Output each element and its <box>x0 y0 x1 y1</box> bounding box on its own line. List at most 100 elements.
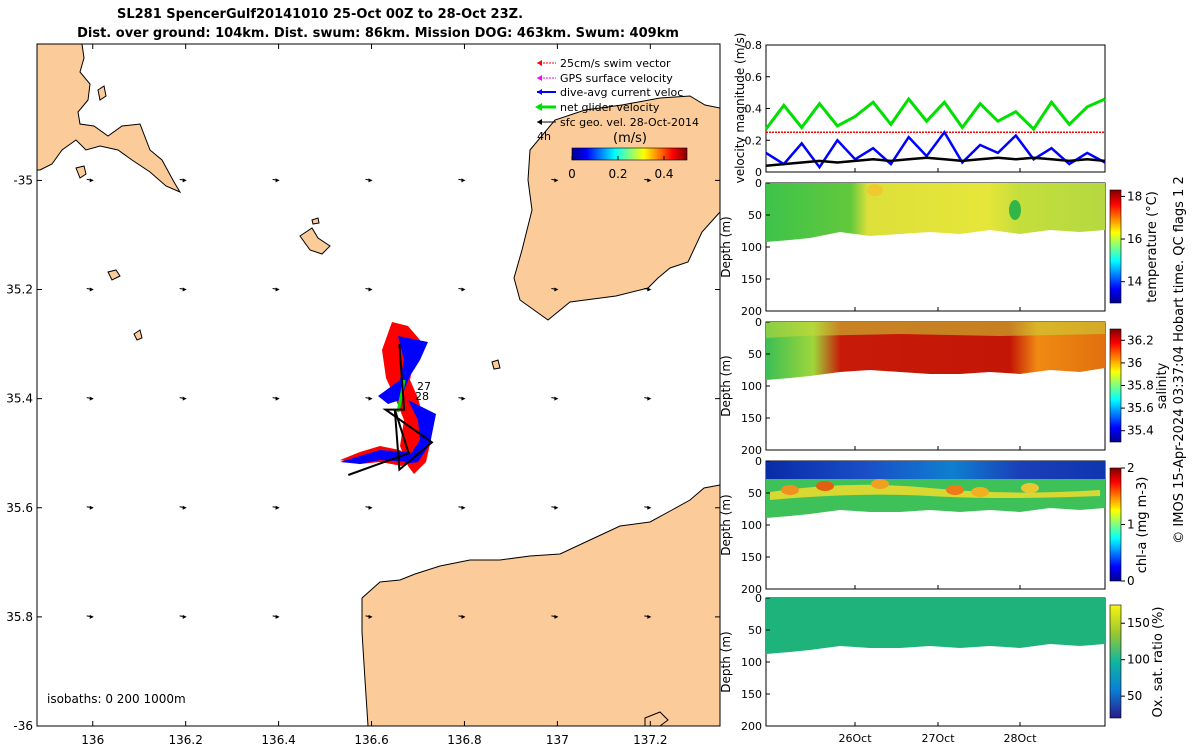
colorbar-ticks: 14 16 18 35.4 35.6 35.8 36 36.2 0 1 2 50 100 150 <box>1121 189 1154 703</box>
geo-arrow-head <box>89 396 94 401</box>
geo-arrow-7 <box>86 287 94 292</box>
figure-title: SL281 SpencerGulf20141010 25-Oct 00Z to … <box>117 7 523 22</box>
depth-tick-label-0-3: 150 <box>741 273 762 286</box>
geo-arrow-1 <box>179 178 187 183</box>
depth-tick-label-2-2: 100 <box>741 519 762 532</box>
depth-tick-label-0-0: 0 <box>755 177 762 190</box>
geo-arrow-head <box>647 505 652 510</box>
cb-tick-label-0-0: 14 <box>1127 275 1142 289</box>
geo-arrow-27 <box>644 505 652 510</box>
oxygen-panel: Depth (m) Ox. sat. ratio (%) <box>719 597 1166 727</box>
depth-tick-label-1-1: 50 <box>748 348 762 361</box>
geo-arrow-head <box>89 614 94 619</box>
geo-arrow-head <box>554 396 559 401</box>
island-4 <box>133 329 143 341</box>
geo-arrow-20 <box>644 396 652 401</box>
legend-entry-dive: dive-avg current veloc <box>560 86 683 99</box>
legend-arrow-geo <box>537 119 542 125</box>
geo-arrow-head <box>368 287 373 292</box>
geo-arrow-head <box>275 396 280 401</box>
island-3 <box>75 165 87 179</box>
chlorophyll-cb-label: chl-a (mg m-3) <box>1135 477 1150 574</box>
chl-spot-5 <box>1021 483 1039 493</box>
depth-tick-label-1-3: 150 <box>741 412 762 425</box>
velocity-tick-label-3: 0.6 <box>745 71 763 84</box>
velocity-tick-label-4: 0.8 <box>745 39 763 52</box>
salinity-colorbar <box>1109 328 1122 443</box>
depth-tick-label-0-1: 50 <box>748 209 762 222</box>
figure-subtitle: Dist. over ground: 104km. Dist. swum: 86… <box>77 26 679 41</box>
salinity-cb-label: salinity <box>1155 362 1170 409</box>
cb-tick-label-2-0: 0 <box>1127 574 1135 588</box>
legend-arrow-swim <box>537 60 542 66</box>
map-x-tick-label-6: 137.2 <box>633 733 667 747</box>
temperature-warm-patch <box>867 184 883 196</box>
cb-tick-label-3-1: 100 <box>1127 653 1150 667</box>
geo-arrow-15 <box>179 396 187 401</box>
velocity-panel: 0 0.2 0.4 0.6 0.8 velocity magnitude (m/s) <box>733 33 1106 183</box>
island-1 <box>299 227 331 255</box>
cb-tick-label-3-0: 50 <box>1127 689 1142 703</box>
depth-tick-label-1-2: 100 <box>741 380 762 393</box>
depth-tick-label-3-0: 0 <box>755 592 762 605</box>
geo-arrow-17 <box>365 396 373 401</box>
map-legend: 25cm/s swim vector GPS surface velocity … <box>535 57 699 181</box>
map-x-tick-label-3: 136.6 <box>354 733 388 747</box>
geostrophic-arrows <box>86 178 652 619</box>
temperature-field <box>766 183 1105 242</box>
geo-arrow-head <box>554 614 559 619</box>
map-colorbar-ticks: 0 0.2 0.4 <box>568 156 674 181</box>
geo-arrow-19 <box>551 396 559 401</box>
dive-avg-currents <box>378 336 428 404</box>
geo-arrow-head <box>275 505 280 510</box>
geo-arrow-25 <box>458 505 466 510</box>
geo-arrow-10 <box>365 287 373 292</box>
map-x-tick-label-4: 136.8 <box>447 733 481 747</box>
map-cb-tick-label-1: 0.2 <box>608 167 627 181</box>
map-y-tick-label-0: -35 <box>13 173 33 187</box>
island-2 <box>107 269 121 281</box>
velocity-y-ticks: 0 0.2 0.4 0.6 0.8 <box>745 39 770 179</box>
depth-tick-label-0-4: 200 <box>741 305 762 318</box>
chlorophyll-ylabel: Depth (m) <box>719 494 733 555</box>
map-x-tick-label-5: 137 <box>546 733 569 747</box>
geo-arrow-5 <box>551 178 559 183</box>
depth-tick-label-1-0: 0 <box>755 316 762 329</box>
map-cb-tick-label-2: 0.4 <box>654 167 673 181</box>
legend-entry-net: net glider velocity <box>560 101 660 114</box>
geo-arrow-21 <box>86 505 94 510</box>
geo-arrow-31 <box>365 614 373 619</box>
legend-entry-geo: sfc geo. vel. 28-Oct-2014 <box>560 116 699 129</box>
velocity-series <box>764 96 1106 170</box>
legend-entry-gps: GPS surface velocity <box>560 72 673 85</box>
geo-arrow-head <box>368 505 373 510</box>
geo-arrow-12 <box>551 287 559 292</box>
legend-arrow-gps <box>537 75 542 81</box>
geo-arrow-23 <box>272 505 280 510</box>
geo-arrow-26 <box>551 505 559 510</box>
map-y-tick-label-4: 35.8 <box>6 610 33 624</box>
map-x-tick-label-0: 136 <box>81 733 104 747</box>
salinity-surface-band <box>766 322 1105 338</box>
oxygen-ylabel: Depth (m) <box>719 631 733 692</box>
geo-arrow-3 <box>365 178 373 183</box>
depth-tick-label-1-4: 200 <box>741 444 762 457</box>
swim-vectors <box>382 322 430 474</box>
geo-arrow-head <box>461 396 466 401</box>
glider-track: 27 28 <box>340 322 436 476</box>
chl-spot-3 <box>946 485 964 495</box>
geo-arrow-head <box>89 287 94 292</box>
geo-arrow-head <box>554 505 559 510</box>
depth-tick-label-3-2: 100 <box>741 656 762 669</box>
geo-arrow-head <box>647 396 652 401</box>
map-x-tick-label-1: 136.2 <box>169 733 203 747</box>
cb-tick-label-1-2: 35.8 <box>1127 379 1154 393</box>
geo-arrow-head <box>368 396 373 401</box>
map-frame <box>36 43 721 727</box>
track-label-28: 28 <box>415 390 429 403</box>
map-y-tick-label-3: 35.6 <box>6 501 33 515</box>
cb-tick-label-0-2: 18 <box>1127 189 1142 203</box>
geo-arrow-head <box>182 505 187 510</box>
cb-tick-label-1-1: 35.6 <box>1127 401 1154 415</box>
